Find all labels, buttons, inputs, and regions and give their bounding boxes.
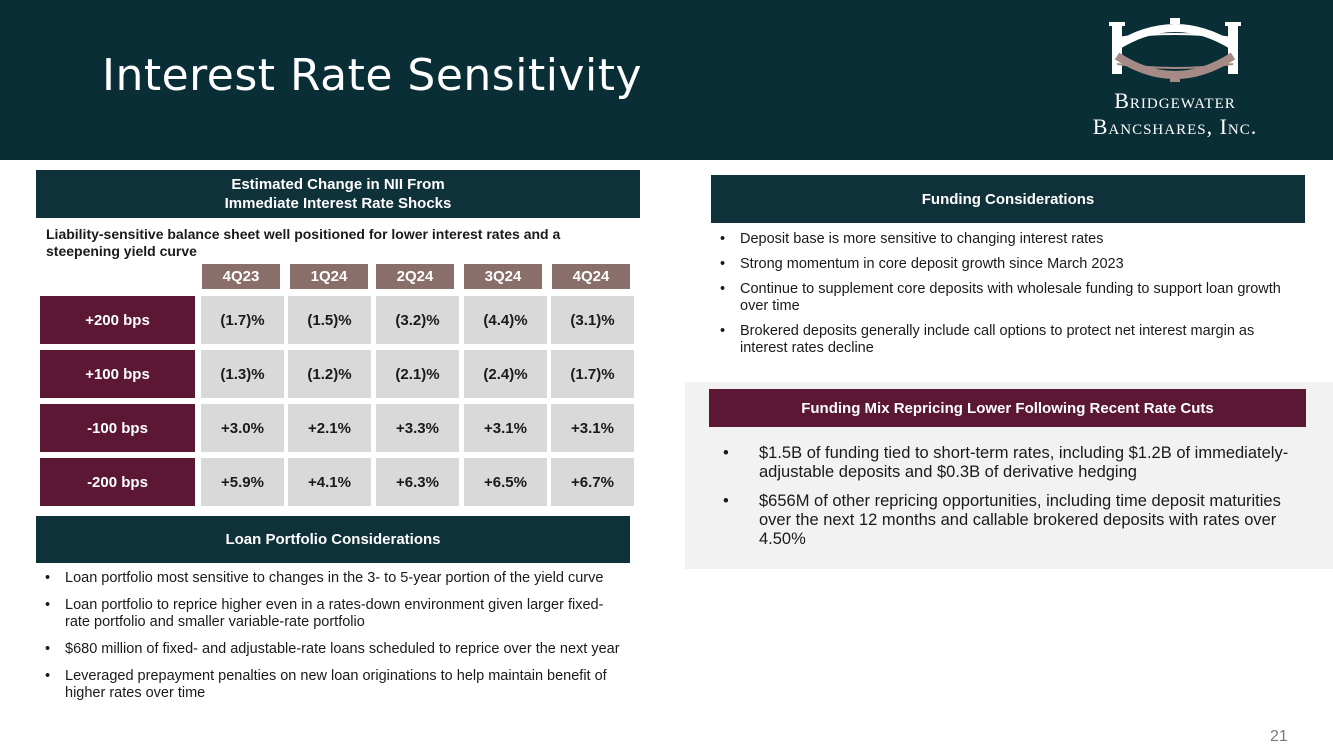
bullet-dot: • — [45, 570, 51, 586]
list-item: • $656M of other repricing opportunities,… — [711, 492, 1305, 549]
nii-cell: (1.2)% — [288, 350, 371, 398]
shock-row-label: -200 bps — [40, 458, 195, 506]
bullet-dot: • — [720, 256, 726, 272]
slide-title: Interest Rate Sensitivity — [102, 50, 642, 101]
nii-cell: (1.7)% — [551, 350, 634, 398]
list-item: • Brokered deposits generally include cal… — [711, 323, 1305, 357]
nii-header-line2: Immediate Interest Rate Shocks — [224, 195, 452, 212]
loan-header-text: Loan Portfolio Considerations — [225, 531, 441, 548]
nii-cell: +6.3% — [376, 458, 459, 506]
loan-bullet-list: • Loan portfolio most sensitive to change… — [36, 570, 626, 712]
quarter-header: 3Q24 — [464, 264, 542, 289]
list-item: • Leveraged prepayment penalties on new l… — [36, 668, 626, 702]
nii-cell: (3.1)% — [551, 296, 634, 344]
nii-cell: (1.7)% — [201, 296, 284, 344]
bridge-emblem-icon — [1109, 18, 1241, 82]
nii-cell: +6.5% — [464, 458, 547, 506]
list-item: • $680 million of fixed- and adjustable-r… — [36, 641, 626, 658]
nii-cell: +4.1% — [288, 458, 371, 506]
bullet-text: $1.5B of funding tied to short-term rate… — [759, 444, 1289, 481]
nii-cell: +3.0% — [201, 404, 284, 452]
bullet-dot: • — [720, 323, 726, 339]
bullet-text: Loan portfolio most sensitive to changes… — [65, 570, 604, 586]
list-item: • Continue to supplement core deposits wi… — [711, 281, 1305, 315]
funding-bullet-list: • Deposit base is more sensitive to chang… — [711, 231, 1305, 365]
list-item: • Loan portfolio most sensitive to change… — [36, 570, 626, 587]
nii-cell: +6.7% — [551, 458, 634, 506]
logo-name-line1: Bridgewater — [1114, 88, 1236, 113]
nii-intro-text: Liability-sensitive balance sheet well p… — [46, 226, 561, 259]
nii-cell: +5.9% — [201, 458, 284, 506]
list-item: • $1.5B of funding tied to short-term rat… — [711, 444, 1305, 482]
bullet-dot: • — [723, 444, 729, 462]
bullet-text: Leveraged prepayment penalties on new lo… — [65, 668, 607, 701]
bridgewater-logo: Bridgewater Bancshares, Inc. — [1060, 16, 1290, 144]
bullet-text: $680 million of fixed- and adjustable-ra… — [65, 641, 620, 657]
nii-cell: (2.1)% — [376, 350, 459, 398]
nii-cell: +3.1% — [551, 404, 634, 452]
logo-name-line2: Bancshares, Inc. — [1092, 114, 1258, 139]
shock-row-label: -100 bps — [40, 404, 195, 452]
quarter-header: 4Q24 — [552, 264, 630, 289]
page-number: 21 — [1270, 728, 1288, 745]
bullet-dot: • — [720, 231, 726, 247]
nii-cell: (1.5)% — [288, 296, 371, 344]
funding-header-text: Funding Considerations — [921, 190, 1095, 208]
bullet-text: Strong momentum in core deposit growth s… — [740, 256, 1124, 272]
list-item: • Deposit base is more sensitive to chang… — [711, 231, 1305, 248]
bullet-text: Deposit base is more sensitive to changi… — [740, 231, 1104, 247]
nii-cell: (4.4)% — [464, 296, 547, 344]
funding-mix-bullet-list: • $1.5B of funding tied to short-term rat… — [711, 444, 1305, 559]
list-item: • Strong momentum in core deposit growth … — [711, 256, 1305, 273]
nii-cell: (1.3)% — [201, 350, 284, 398]
quarter-header: 4Q23 — [202, 264, 280, 289]
bullet-dot: • — [720, 281, 726, 297]
shock-row-label: +100 bps — [40, 350, 195, 398]
quarter-header: 1Q24 — [290, 264, 368, 289]
nii-cell: +3.1% — [464, 404, 547, 452]
nii-cell: (2.4)% — [464, 350, 547, 398]
nii-cell: +2.1% — [288, 404, 371, 452]
bullet-text: Brokered deposits generally include call… — [740, 323, 1255, 356]
nii-cell: +3.3% — [376, 404, 459, 452]
loan-panel-header: Loan Portfolio Considerations — [36, 516, 630, 563]
nii-cell: (3.2)% — [376, 296, 459, 344]
funding-mix-header-text: Funding Mix Repricing Lower Following Re… — [801, 399, 1214, 417]
bullet-text: Loan portfolio to reprice higher even in… — [65, 597, 604, 630]
bullet-text: $656M of other repricing opportunities, … — [759, 492, 1281, 548]
bullet-text: Continue to supplement core deposits wit… — [740, 281, 1281, 314]
shock-row-label: +200 bps — [40, 296, 195, 344]
bullet-dot: • — [45, 668, 51, 684]
bullet-dot: • — [723, 492, 729, 510]
funding-mix-header: Funding Mix Repricing Lower Following Re… — [709, 389, 1306, 427]
nii-panel-header: Estimated Change in NII From Immediate I… — [36, 170, 640, 218]
nii-header-line1: Estimated Change in NII From — [231, 176, 445, 193]
slide-header: Interest Rate Sensitivity Bridgewater Ba… — [0, 0, 1333, 160]
quarter-header: 2Q24 — [376, 264, 454, 289]
funding-panel-header: Funding Considerations — [711, 175, 1305, 223]
bullet-dot: • — [45, 597, 51, 613]
bullet-dot: • — [45, 641, 51, 657]
list-item: • Loan portfolio to reprice higher even i… — [36, 597, 626, 631]
